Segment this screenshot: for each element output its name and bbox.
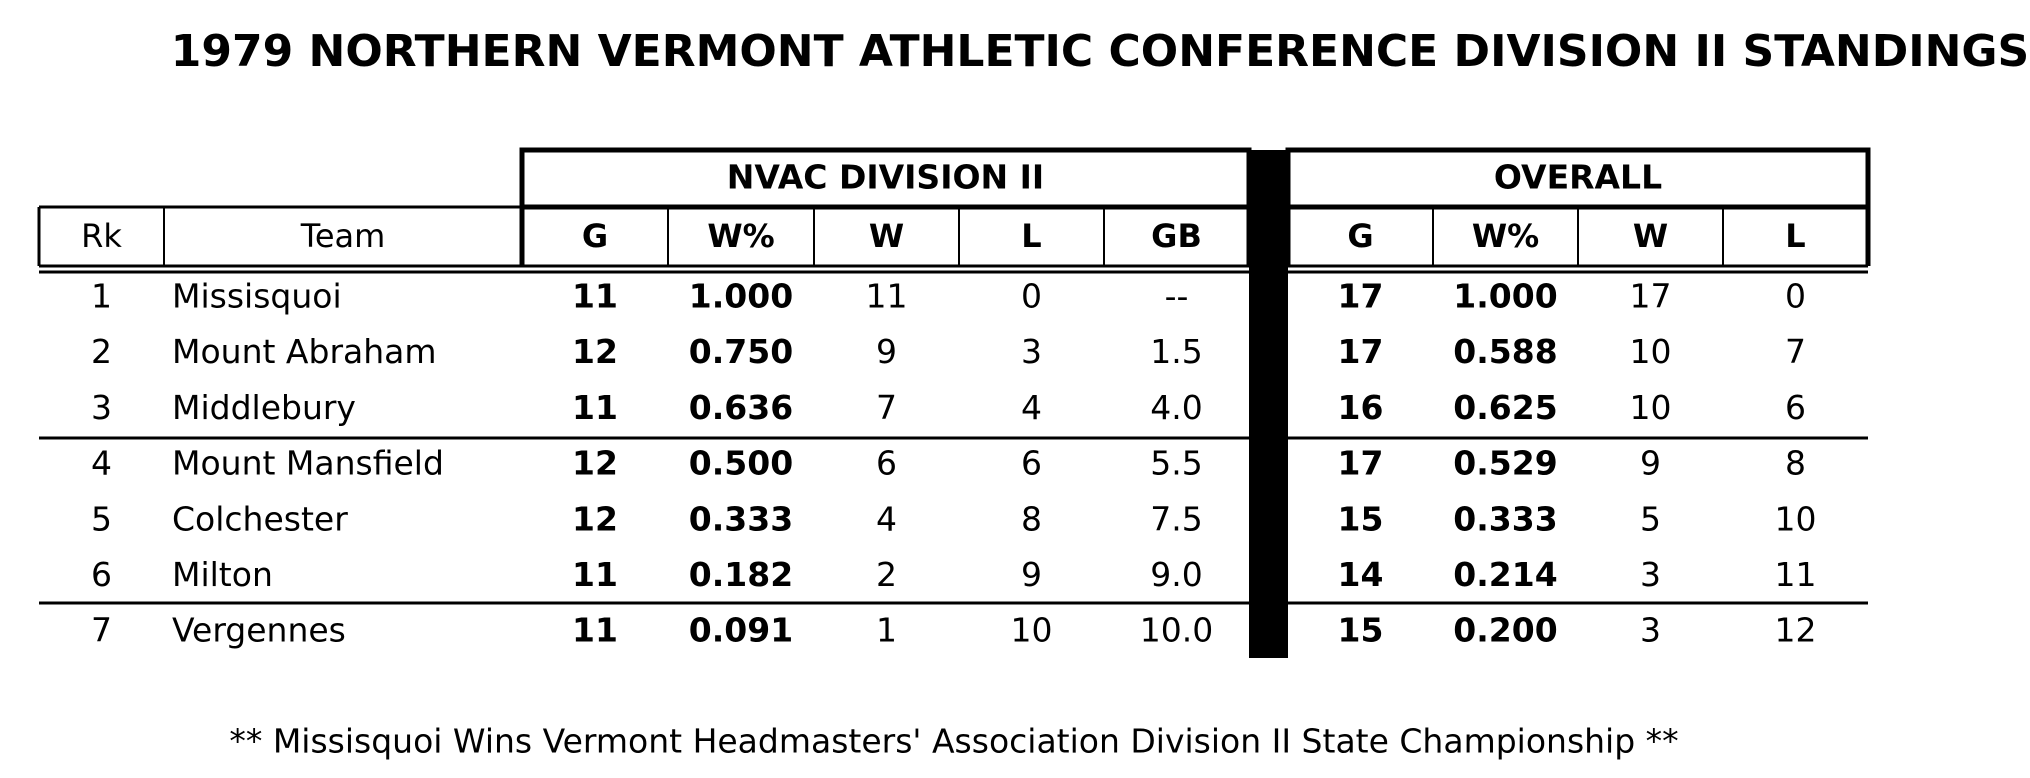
cell: 4 — [91, 444, 112, 483]
group-header: NVAC DIVISION II — [727, 158, 1044, 197]
cell: 7 — [1785, 332, 1806, 371]
cell: 5 — [1640, 499, 1661, 538]
cell: 11 — [572, 277, 618, 316]
cell: 0 — [1785, 277, 1806, 316]
cell: 0.333 — [689, 499, 793, 538]
cell: 0.333 — [1453, 499, 1557, 538]
cell: 0.625 — [1453, 388, 1557, 427]
cell: 0.529 — [1453, 444, 1557, 483]
cell: 3 — [1640, 611, 1661, 650]
cell: 11 — [866, 277, 908, 316]
cell: 1.5 — [1150, 332, 1202, 371]
cell: 17 — [1338, 277, 1384, 316]
cell: 11 — [572, 611, 618, 650]
cell: 4.0 — [1150, 388, 1202, 427]
column-header: W% — [1472, 217, 1539, 255]
cell: 16 — [1338, 388, 1384, 427]
group-header: OVERALL — [1494, 158, 1662, 197]
footnote: ** Missisquoi Wins Vermont Headmasters' … — [229, 722, 1678, 761]
cell: 11 — [1775, 555, 1817, 594]
column-header: L — [1785, 217, 1805, 255]
cell: 2 — [91, 332, 112, 371]
cell: 12 — [1775, 611, 1817, 650]
column-header: G — [582, 217, 608, 255]
cell: 17 — [1338, 332, 1384, 371]
cell: Middlebury — [172, 388, 356, 427]
cell: 17 — [1630, 277, 1672, 316]
cell: 1.000 — [689, 277, 793, 316]
cell: 6 — [1785, 388, 1806, 427]
cell: Milton — [172, 555, 273, 594]
cell: Missisquoi — [172, 277, 342, 316]
cell: 1 — [91, 277, 112, 316]
cell: -- — [1165, 277, 1189, 316]
cell: 15 — [1338, 611, 1384, 650]
cell: 3 — [91, 388, 112, 427]
cell: 0.182 — [689, 555, 793, 594]
cell: 9 — [876, 332, 897, 371]
column-header: Team — [300, 217, 386, 255]
column-header: G — [1347, 217, 1373, 255]
cell: 0.588 — [1453, 332, 1557, 371]
cell: Mount Mansfield — [172, 444, 444, 483]
cell: 6 — [876, 444, 897, 483]
cell: 8 — [1021, 499, 1042, 538]
cell: 4 — [876, 499, 897, 538]
cell: 9.0 — [1150, 555, 1202, 594]
page-title: 1979 NORTHERN VERMONT ATHLETIC CONFERENC… — [171, 26, 2029, 77]
cell: Mount Abraham — [172, 332, 437, 371]
cell: Vergennes — [172, 611, 346, 650]
cell: 0.091 — [689, 611, 793, 650]
column-header: W — [869, 217, 904, 255]
cell: 5 — [91, 499, 112, 538]
column-header: GB — [1151, 217, 1202, 255]
cell: 0 — [1021, 277, 1042, 316]
cell: 6 — [91, 555, 112, 594]
cell: 11 — [572, 555, 618, 594]
cell: 2 — [876, 555, 897, 594]
column-header: W — [1633, 217, 1668, 255]
cell: 0.200 — [1453, 611, 1557, 650]
cell: 8 — [1785, 444, 1806, 483]
cell: 14 — [1338, 555, 1384, 594]
cell: 4 — [1021, 388, 1042, 427]
cell: 11 — [572, 388, 618, 427]
cell: 12 — [572, 444, 618, 483]
cell: 0.636 — [689, 388, 793, 427]
cell: 12 — [572, 499, 618, 538]
cell: 10 — [1011, 611, 1053, 650]
cell: 7 — [876, 388, 897, 427]
cell: 3 — [1021, 332, 1042, 371]
cell: 0.750 — [689, 332, 793, 371]
column-header: Rk — [81, 217, 122, 255]
group-box — [519, 147, 1252, 210]
column-header: W% — [707, 217, 774, 255]
cell: 0.500 — [689, 444, 793, 483]
cell: 10.0 — [1140, 611, 1213, 650]
cell: 17 — [1338, 444, 1384, 483]
cell: 6 — [1021, 444, 1042, 483]
cell: 5.5 — [1150, 444, 1202, 483]
cell: 15 — [1338, 499, 1384, 538]
divider-bar — [1249, 150, 1288, 658]
cell: Colchester — [172, 499, 348, 538]
cell: 1 — [876, 611, 897, 650]
cell: 10 — [1630, 388, 1672, 427]
cell: 9 — [1021, 555, 1042, 594]
cell: 10 — [1775, 499, 1817, 538]
cell: 12 — [572, 332, 618, 371]
cell: 10 — [1630, 332, 1672, 371]
cell: 3 — [1640, 555, 1661, 594]
cell: 1.000 — [1453, 277, 1557, 316]
cell: 9 — [1640, 444, 1661, 483]
cell: 7 — [91, 611, 112, 650]
cell: 0.214 — [1453, 555, 1557, 594]
column-header: L — [1021, 217, 1041, 255]
cell: 7.5 — [1150, 499, 1202, 538]
